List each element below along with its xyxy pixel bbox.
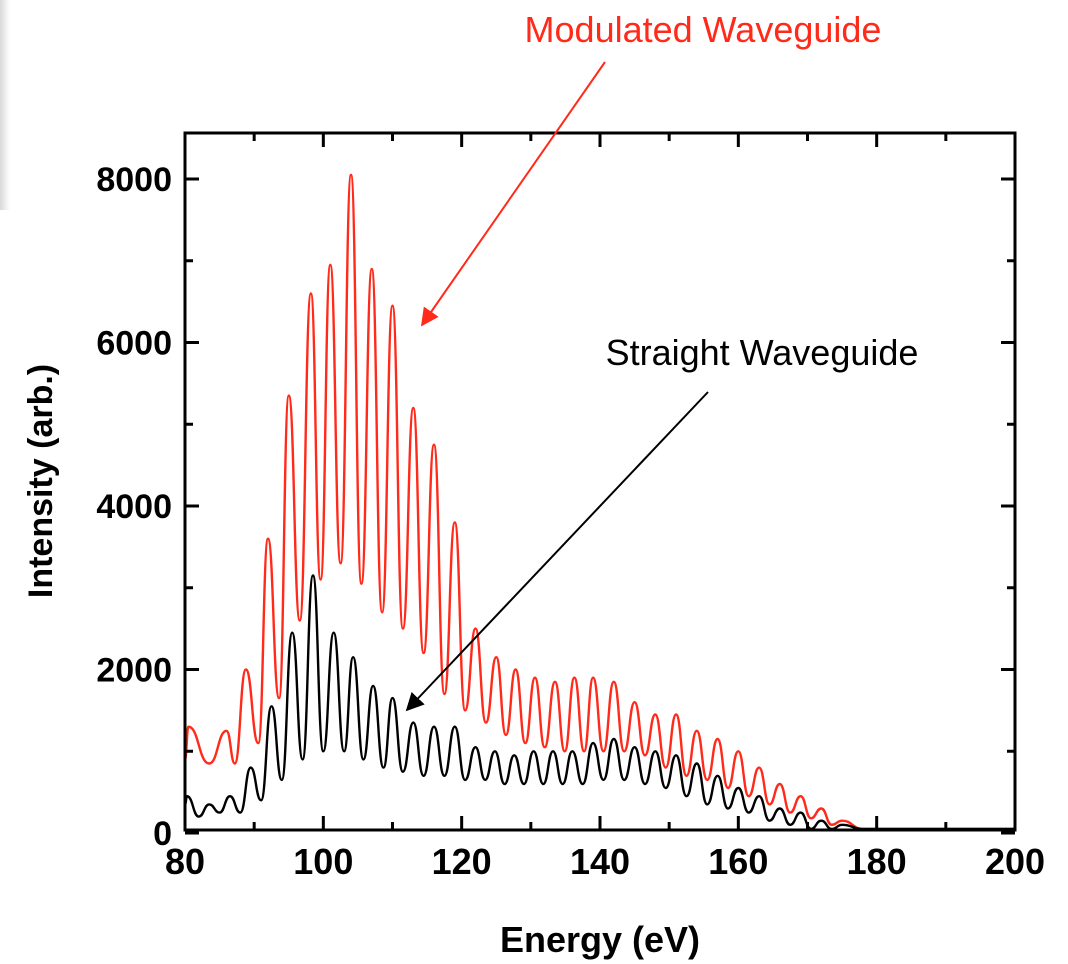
y-tick-label: 4000 (96, 488, 172, 526)
straight-annotation-arrow (405, 391, 709, 712)
y-tick-label: 8000 (96, 161, 172, 199)
x-tick-label: 120 (432, 841, 492, 882)
y-axis-label: Intensity (arb.) (22, 364, 60, 598)
series-line-straight-waveguide (183, 574, 1015, 831)
straight-annotation-label: Straight Waveguide (606, 332, 919, 373)
x-tick-label: 200 (985, 841, 1045, 882)
x-tick-label: 160 (708, 841, 768, 882)
y-tick-label: 0 (153, 815, 172, 853)
y-tick-label: 2000 (96, 652, 172, 690)
x-tick-label: 100 (293, 841, 353, 882)
series-layer (183, 173, 1015, 831)
x-tick-label: 180 (847, 841, 907, 882)
y-tick-label: 6000 (96, 325, 172, 363)
modulated-annotation-arrow (420, 61, 606, 327)
series-line-modulated-waveguide (183, 173, 1015, 831)
left-edge-shading (0, 0, 10, 210)
x-tick-label: 80 (165, 841, 205, 882)
axis-ticks (183, 133, 1017, 835)
x-axis-label: Energy (eV) (500, 919, 700, 960)
modulated-annotation-label: Modulated Waveguide (525, 9, 882, 50)
x-tick-label: 140 (570, 841, 630, 882)
